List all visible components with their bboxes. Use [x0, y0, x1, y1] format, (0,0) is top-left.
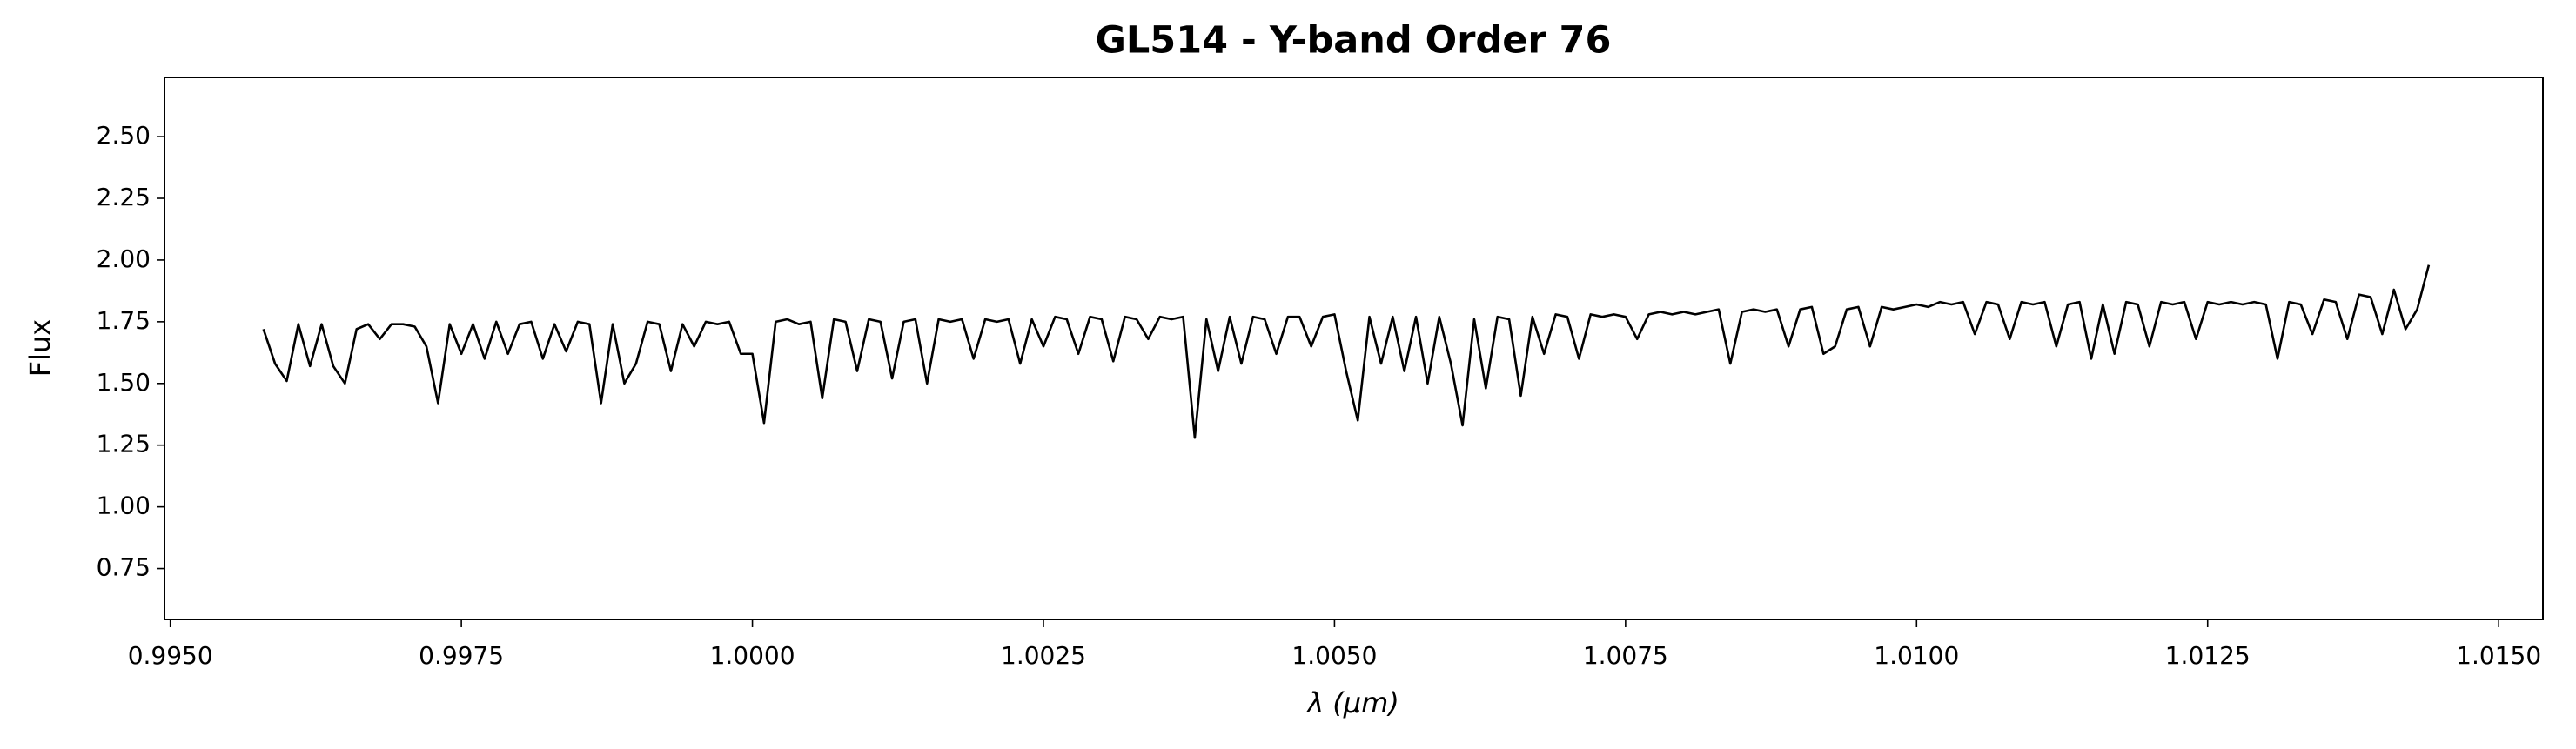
x-tick-label: 1.0100 [1874, 641, 1959, 670]
spectrum-line [262, 264, 2431, 439]
x-tick-label: 1.0050 [1291, 641, 1377, 670]
y-tick-label: 1.75 [97, 306, 151, 335]
y-tick-label: 2.50 [97, 121, 151, 150]
y-tick-label: 1.25 [97, 430, 151, 458]
y-tick-label: 0.75 [97, 553, 151, 582]
x-tick-label: 1.0075 [1583, 641, 1668, 670]
x-axis-label: λ (μm) [1305, 686, 1399, 719]
y-tick-label: 1.50 [97, 368, 151, 397]
plot-frame [164, 77, 2544, 620]
y-axis-label: Flux [23, 319, 57, 378]
x-tick-label: 0.9975 [419, 641, 504, 670]
x-tick-label: 1.0125 [2165, 641, 2251, 670]
x-tick-label: 1.0150 [2456, 641, 2541, 670]
x-tick-label: 1.0000 [710, 641, 795, 670]
y-tick-label: 2.00 [97, 244, 151, 273]
y-tick-label: 1.00 [97, 492, 151, 520]
x-tick-label: 0.9950 [128, 641, 213, 670]
chart-title: GL514 - Y-band Order 76 [1096, 19, 1612, 63]
x-tick-label: 1.0025 [1001, 641, 1086, 670]
y-tick-label: 2.25 [97, 183, 151, 211]
